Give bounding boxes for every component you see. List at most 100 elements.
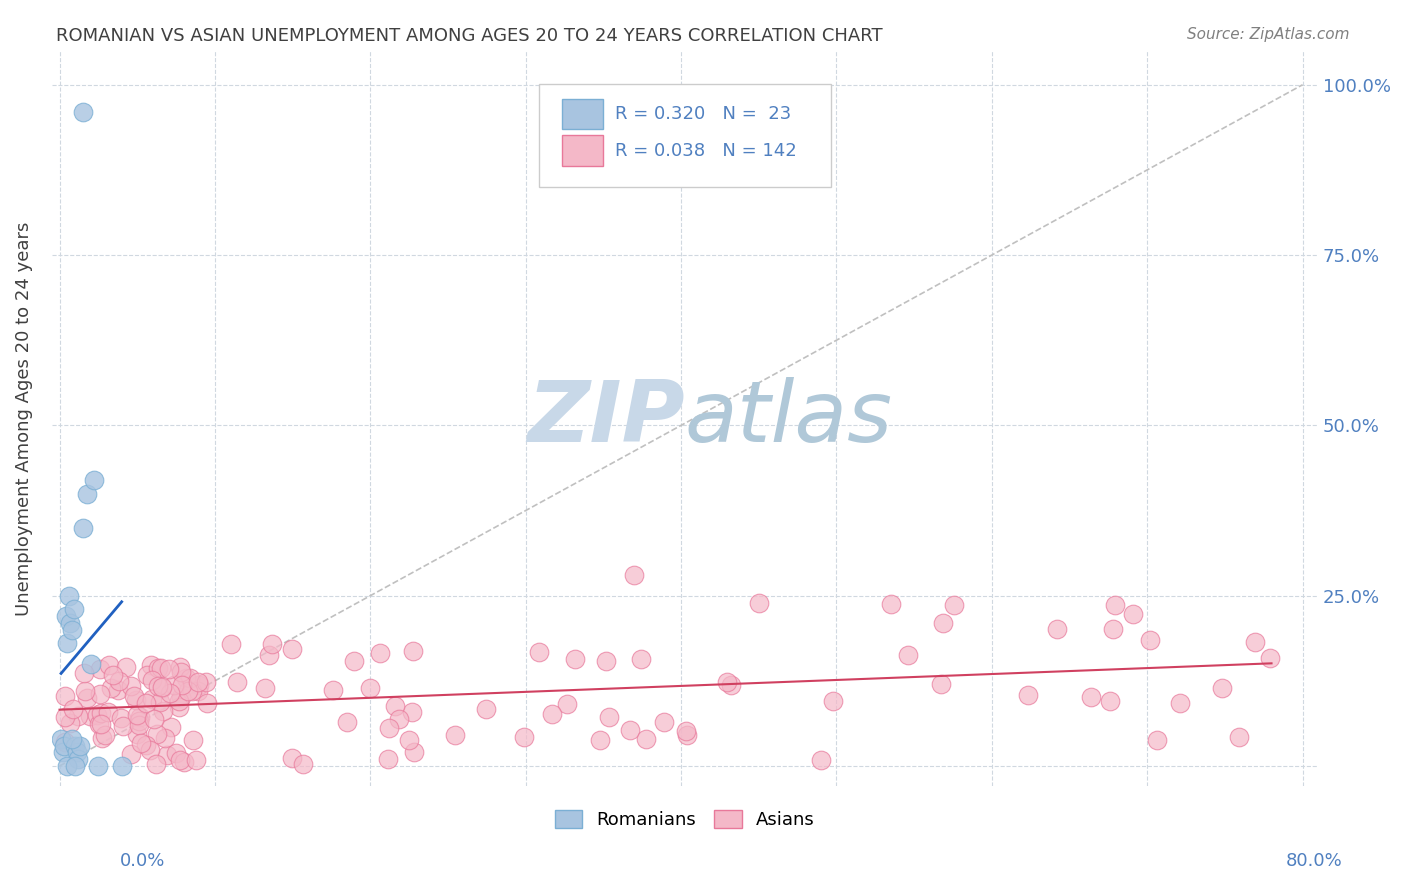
Point (1104, 598, 1126, 612)
Point (141, 673, 163, 688)
Point (73, 684, 96, 698)
Point (598, 710, 620, 724)
Point (110, 711, 132, 725)
Point (595, 654, 617, 668)
Point (384, 698, 406, 713)
Point (143, 712, 166, 726)
Point (179, 671, 201, 685)
Point (630, 652, 652, 666)
FancyBboxPatch shape (562, 98, 603, 129)
Point (527, 645, 550, 659)
Point (879, 597, 901, 611)
Point (131, 736, 153, 750)
Point (72, 105, 94, 120)
Point (564, 651, 586, 665)
Point (160, 720, 183, 734)
Point (720, 677, 742, 691)
Point (823, 694, 845, 708)
Point (128, 718, 150, 732)
Point (59, 615, 82, 630)
Point (156, 748, 179, 763)
Point (169, 660, 191, 674)
Point (53, 735, 76, 749)
Point (56, 636, 79, 650)
Point (897, 648, 920, 662)
Point (343, 654, 366, 668)
Point (589, 732, 612, 747)
Point (260, 637, 283, 651)
Point (254, 681, 277, 695)
Point (169, 694, 191, 708)
Point (129, 710, 152, 724)
Point (169, 753, 191, 767)
Point (83, 473, 105, 487)
Point (188, 678, 211, 692)
Point (1080, 690, 1102, 705)
Text: R = 0.038   N = 142: R = 0.038 N = 142 (616, 142, 797, 160)
Point (716, 675, 738, 690)
Point (378, 721, 401, 735)
Point (89, 687, 111, 701)
Point (146, 661, 169, 675)
Point (174, 671, 197, 685)
Point (120, 747, 142, 761)
Point (540, 706, 562, 721)
Point (127, 707, 149, 722)
FancyBboxPatch shape (540, 84, 831, 186)
Point (675, 729, 697, 743)
Point (101, 668, 124, 682)
Point (281, 641, 304, 656)
Text: Source: ZipAtlas.com: Source: ZipAtlas.com (1187, 27, 1350, 42)
Point (162, 678, 184, 692)
Point (187, 683, 209, 698)
Point (292, 757, 315, 772)
Point (1046, 622, 1069, 636)
Point (170, 678, 193, 692)
Y-axis label: Unemployment Among Ages 20 to 24 years: Unemployment Among Ages 20 to 24 years (15, 221, 32, 615)
Point (281, 751, 304, 765)
Point (49, 731, 72, 746)
Point (1244, 634, 1267, 648)
Point (157, 662, 180, 676)
Point (623, 568, 645, 582)
Text: 80.0%: 80.0% (1286, 852, 1343, 870)
Point (388, 712, 411, 726)
Point (62, 602, 84, 616)
Point (398, 733, 420, 747)
Point (58, 589, 80, 603)
Point (107, 674, 129, 689)
Point (135, 667, 157, 681)
Point (931, 676, 953, 690)
Point (114, 659, 136, 673)
Point (150, 681, 173, 696)
Point (146, 727, 169, 741)
Point (195, 674, 218, 689)
Point (98, 658, 121, 673)
Point (221, 637, 243, 651)
Point (76, 690, 98, 705)
Point (1227, 730, 1250, 744)
Point (259, 648, 281, 662)
Point (810, 753, 832, 767)
Point (226, 675, 249, 690)
Point (1139, 633, 1161, 648)
Point (181, 733, 204, 747)
Point (169, 665, 191, 679)
Point (152, 704, 174, 718)
Point (513, 730, 536, 744)
Point (53, 690, 76, 704)
Point (153, 731, 176, 746)
Legend: Romanians, Asians: Romanians, Asians (548, 803, 823, 837)
Point (1101, 622, 1123, 636)
Point (100, 681, 122, 695)
Point (111, 719, 134, 733)
Point (66, 709, 89, 723)
Point (90, 731, 112, 745)
Point (402, 644, 425, 658)
Point (120, 679, 142, 693)
Point (1122, 607, 1144, 622)
Point (180, 683, 202, 698)
Point (111, 759, 134, 773)
Point (72, 520, 94, 534)
Point (404, 745, 426, 759)
